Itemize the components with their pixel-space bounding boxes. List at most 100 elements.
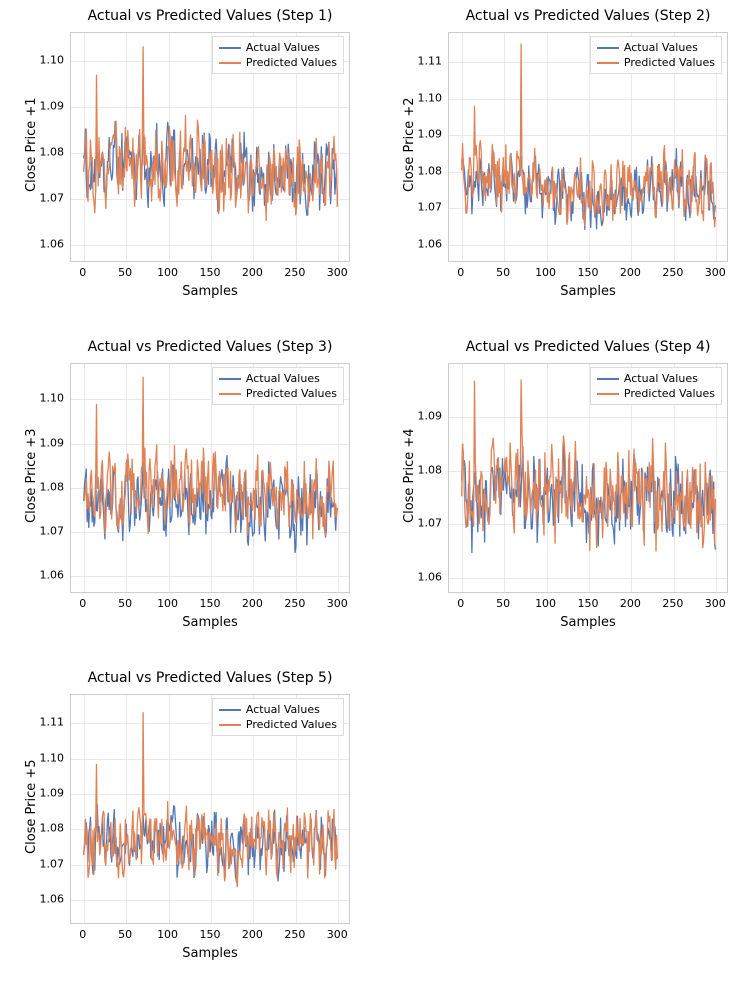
chart-title: Actual vs Predicted Values (Step 1) bbox=[88, 8, 333, 24]
x-axis-title: Samples bbox=[560, 284, 616, 299]
x-tick-label: 150 bbox=[200, 597, 221, 610]
legend-label-actual: Actual Values bbox=[246, 40, 320, 55]
legend-swatch-actual bbox=[219, 47, 241, 49]
legend-item-actual: Actual Values bbox=[219, 371, 337, 386]
legend-swatch-actual bbox=[219, 378, 241, 380]
x-tick-label: 200 bbox=[242, 597, 263, 610]
y-tick-label: 1.07 bbox=[418, 201, 443, 214]
y-tick-label: 1.08 bbox=[40, 480, 65, 493]
legend-swatch-predicted bbox=[597, 393, 619, 395]
x-tick-label: 300 bbox=[705, 597, 726, 610]
y-tick-label: 1.10 bbox=[418, 91, 443, 104]
x-tick-label: 250 bbox=[284, 928, 305, 941]
x-axis-title: Samples bbox=[182, 284, 238, 299]
x-axis-title: Samples bbox=[182, 615, 238, 630]
legend: Actual ValuesPredicted Values bbox=[590, 367, 722, 405]
legend-item-actual: Actual Values bbox=[219, 702, 337, 717]
y-tick-label: 1.09 bbox=[418, 128, 443, 141]
x-tick-label: 100 bbox=[157, 266, 178, 279]
x-tick-label: 0 bbox=[79, 597, 86, 610]
y-tick-label: 1.06 bbox=[418, 237, 443, 250]
panel-step3: Actual vs Predicted Values (Step 3) 0 50 10… bbox=[0, 331, 360, 651]
panel-step1: Actual vs Predicted Values (Step 1) 0 50 10… bbox=[0, 0, 360, 320]
legend-item-actual: Actual Values bbox=[219, 40, 337, 55]
legend-swatch-predicted bbox=[219, 62, 241, 64]
legend-item-predicted: Predicted Values bbox=[597, 55, 715, 70]
figure: Actual vs Predicted Values (Step 1) 0 50 10… bbox=[0, 0, 738, 983]
y-tick-label: 1.10 bbox=[40, 53, 65, 66]
x-tick-label: 300 bbox=[327, 266, 348, 279]
x-axis-title: Samples bbox=[182, 946, 238, 961]
legend-label-actual: Actual Values bbox=[246, 702, 320, 717]
x-tick-label: 200 bbox=[620, 266, 641, 279]
chart-title: Actual vs Predicted Values (Step 4) bbox=[466, 339, 711, 355]
x-tick-label: 300 bbox=[705, 266, 726, 279]
legend-label-actual: Actual Values bbox=[246, 371, 320, 386]
x-tick-label: 300 bbox=[327, 928, 348, 941]
series-predicted bbox=[84, 713, 338, 887]
legend-item-actual: Actual Values bbox=[597, 371, 715, 386]
x-tick-label: 100 bbox=[157, 928, 178, 941]
legend-item-predicted: Predicted Values bbox=[219, 386, 337, 401]
x-tick-label: 300 bbox=[327, 597, 348, 610]
x-tick-label: 250 bbox=[662, 266, 683, 279]
x-tick-label: 50 bbox=[118, 928, 132, 941]
x-tick-label: 0 bbox=[79, 266, 86, 279]
legend-swatch-predicted bbox=[219, 724, 241, 726]
x-tick-label: 200 bbox=[242, 928, 263, 941]
y-tick-label: 1.07 bbox=[40, 857, 65, 870]
x-tick-label: 50 bbox=[496, 266, 510, 279]
legend-item-actual: Actual Values bbox=[597, 40, 715, 55]
x-tick-label: 100 bbox=[535, 597, 556, 610]
x-tick-label: 150 bbox=[578, 597, 599, 610]
x-tick-label: 0 bbox=[457, 266, 464, 279]
y-tick-label: 1.06 bbox=[418, 570, 443, 583]
x-tick-label: 0 bbox=[457, 597, 464, 610]
x-tick-label: 100 bbox=[157, 597, 178, 610]
y-tick-label: 1.07 bbox=[40, 191, 65, 204]
y-tick-label: 1.07 bbox=[40, 525, 65, 538]
legend-swatch-predicted bbox=[219, 393, 241, 395]
y-tick-label: 1.10 bbox=[40, 751, 65, 764]
y-tick-label: 1.08 bbox=[418, 164, 443, 177]
y-tick-label: 1.08 bbox=[40, 822, 65, 835]
legend-item-predicted: Predicted Values bbox=[597, 386, 715, 401]
y-tick-label: 1.08 bbox=[40, 145, 65, 158]
legend-label-predicted: Predicted Values bbox=[246, 55, 337, 70]
y-tick-label: 1.11 bbox=[40, 716, 65, 729]
chart-title: Actual vs Predicted Values (Step 3) bbox=[88, 339, 333, 355]
x-tick-label: 200 bbox=[242, 266, 263, 279]
legend-label-actual: Actual Values bbox=[624, 371, 698, 386]
legend-item-predicted: Predicted Values bbox=[219, 717, 337, 732]
y-tick-label: 1.09 bbox=[40, 787, 65, 800]
legend-item-predicted: Predicted Values bbox=[219, 55, 337, 70]
x-tick-label: 0 bbox=[79, 928, 86, 941]
chart-title: Actual vs Predicted Values (Step 5) bbox=[88, 670, 333, 686]
x-tick-label: 150 bbox=[200, 266, 221, 279]
x-tick-label: 250 bbox=[662, 597, 683, 610]
legend-swatch-actual bbox=[597, 378, 619, 380]
y-axis-title: Close Price +1 bbox=[24, 97, 39, 192]
x-tick-label: 50 bbox=[496, 597, 510, 610]
legend-swatch-actual bbox=[219, 709, 241, 711]
y-tick-label: 1.09 bbox=[418, 410, 443, 423]
x-axis-title: Samples bbox=[560, 615, 616, 630]
legend-swatch-actual bbox=[597, 47, 619, 49]
panel-step4: Actual vs Predicted Values (Step 4) 0 50 10… bbox=[378, 331, 738, 651]
x-tick-label: 100 bbox=[535, 266, 556, 279]
legend-label-predicted: Predicted Values bbox=[624, 386, 715, 401]
y-tick-label: 1.11 bbox=[418, 55, 443, 68]
y-tick-label: 1.06 bbox=[40, 893, 65, 906]
legend-label-predicted: Predicted Values bbox=[246, 386, 337, 401]
legend-label-actual: Actual Values bbox=[624, 40, 698, 55]
x-tick-label: 50 bbox=[118, 266, 132, 279]
y-tick-label: 1.10 bbox=[40, 392, 65, 405]
legend-label-predicted: Predicted Values bbox=[246, 717, 337, 732]
x-tick-label: 50 bbox=[118, 597, 132, 610]
y-tick-label: 1.08 bbox=[418, 463, 443, 476]
panel-step2: Actual vs Predicted Values (Step 2)05010… bbox=[378, 0, 738, 320]
x-tick-label: 150 bbox=[200, 928, 221, 941]
x-tick-label: 150 bbox=[578, 266, 599, 279]
y-tick-label: 1.09 bbox=[40, 436, 65, 449]
legend-label-predicted: Predicted Values bbox=[624, 55, 715, 70]
